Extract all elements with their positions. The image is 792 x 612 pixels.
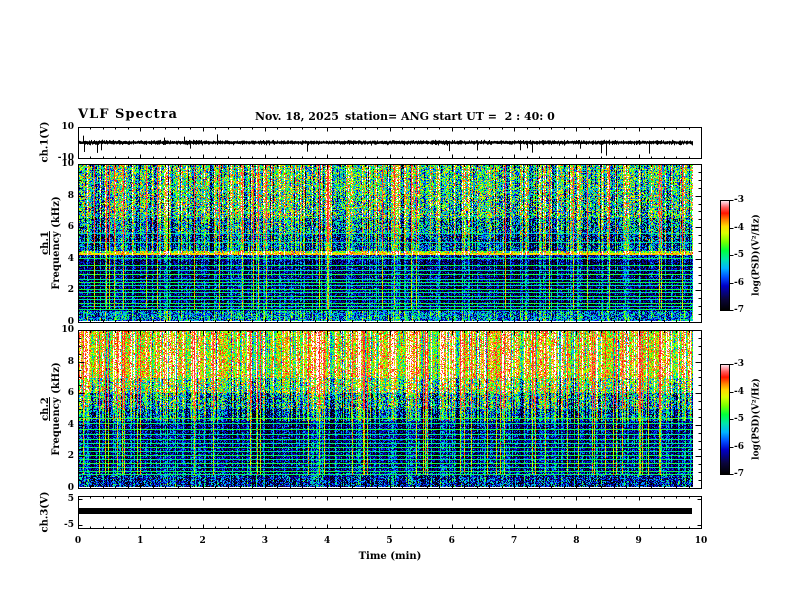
station-label: station= ANG — [345, 110, 430, 123]
colorbar-1-tick-label: -4 — [734, 222, 744, 233]
ch1-spectrogram-canvas — [79, 165, 693, 321]
ch1-ytick-label: 10 — [61, 122, 74, 132]
x-tick-label: 8 — [573, 536, 580, 546]
spec2-ytick-label: 2 — [67, 451, 74, 462]
colorbar-2-tick-label: -6 — [734, 441, 744, 452]
colorbar-2 — [720, 364, 729, 474]
spec2-ytick-label: 0 — [67, 483, 74, 493]
spec2-ytick-label: 6 — [67, 388, 74, 399]
colorbar-1-tick-label: -3 — [734, 195, 744, 205]
x-tick-label: 7 — [510, 536, 518, 546]
spec1-ytick-label: 8 — [67, 190, 74, 201]
spec1-ytick-label: 2 — [67, 285, 74, 296]
spec2-axis-label: ch.2 Frequency (kHz) — [40, 362, 62, 455]
spec1-channel-label: ch.1 — [40, 231, 51, 255]
ch3-signal-line — [79, 508, 692, 514]
x-tick-label: 5 — [386, 536, 393, 546]
x-tick-label: 2 — [199, 536, 206, 546]
spec1-ytick-label: 10 — [61, 159, 74, 169]
spec1-axis-label: ch.1 Frequency (kHz) — [40, 196, 62, 289]
colorbar-2-tick-label: -7 — [734, 469, 744, 479]
start-ut-label: start UT = 2 : 40: 0 — [433, 110, 555, 123]
colorbar-2-tick-label: -4 — [734, 386, 744, 397]
x-tick-label: 10 — [694, 536, 708, 546]
ch3-ytick-label: -5 — [64, 520, 74, 530]
time-axis-label: Time (min) — [358, 551, 422, 562]
spec2-ytick-label: 10 — [61, 325, 74, 335]
ch3-ytick-label: 5 — [67, 494, 74, 504]
spec2-ytick-label: 4 — [67, 419, 74, 430]
colorbar-2-tick-label: -3 — [734, 359, 744, 369]
spec2-ytick-label: 8 — [67, 356, 74, 367]
colorbar-1-tick-label: -6 — [734, 277, 744, 288]
plot-date: Nov. 18, 2025 — [255, 110, 339, 123]
x-tick-label: 3 — [261, 536, 269, 546]
colorbar-2-tick-label: -5 — [734, 414, 744, 424]
spec1-ytick-label: 6 — [67, 222, 74, 233]
ch2-spectrogram-canvas — [79, 331, 693, 487]
colorbar-1-tick-label: -7 — [734, 305, 744, 315]
spec2-channel-label: ch.2 — [40, 397, 51, 421]
spec2-frequency-label: Frequency (kHz) — [51, 362, 62, 456]
spec1-frequency-label: Frequency (kHz) — [51, 196, 62, 290]
ch1-waveform-canvas — [79, 128, 693, 157]
colorbar-1-tick-label: -5 — [734, 250, 744, 260]
spec1-ytick-label: 4 — [67, 253, 74, 264]
plot-title: VLF Spectra — [78, 107, 178, 122]
x-tick-label: 6 — [448, 536, 455, 546]
x-tick-label: 0 — [74, 536, 82, 546]
x-tick-label: 9 — [635, 536, 642, 546]
colorbar-1 — [720, 200, 729, 310]
x-tick-label: 4 — [324, 536, 331, 546]
x-tick-label: 1 — [137, 536, 144, 546]
